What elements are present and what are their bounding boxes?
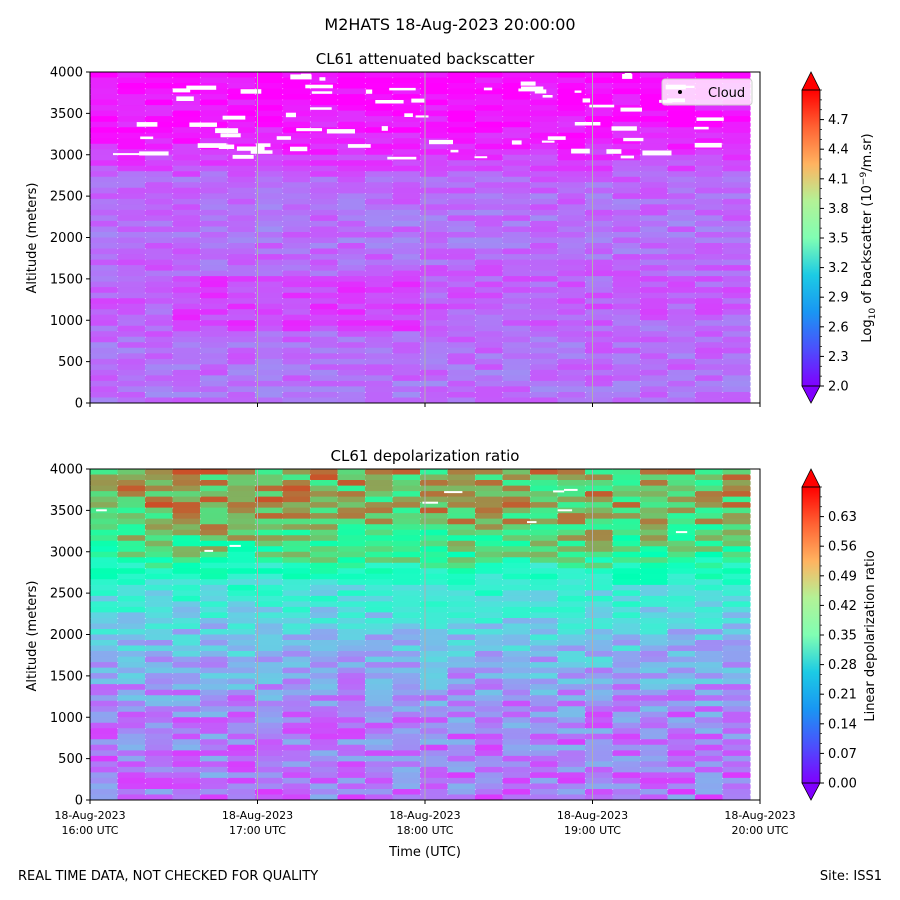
x-tick-label: 17:00 UTC bbox=[229, 824, 286, 837]
colorbar-min-extend bbox=[801, 385, 821, 404]
backscatter-title: CL61 attenuated backscatter bbox=[316, 50, 535, 68]
x-tick-label: 20:00 UTC bbox=[731, 824, 788, 837]
colorbar-tick-label: 2.0 bbox=[828, 380, 849, 395]
backscatter-x-axis bbox=[89, 403, 761, 407]
x-tick-label: 16:00 UTC bbox=[61, 824, 118, 837]
site-label: Site: ISS1 bbox=[819, 869, 882, 884]
figure-title: M2HATS 18-Aug-2023 20:00:00 bbox=[324, 15, 576, 34]
backscatter-colorbar: 2.0 2.3 2.6 2.9 3.2 3.5 3.8 4.1 4.4 4.7 Log10 of … bbox=[801, 71, 878, 404]
colorbar-tick-label: 0.49 bbox=[828, 569, 857, 584]
colorbar-tick-label: 4.7 bbox=[828, 113, 849, 128]
y-tick-label: 0 bbox=[75, 397, 83, 412]
backscatter-y-axis: 0 500 1000 1500 2000 2500 3000 3500 4000 bbox=[50, 66, 90, 412]
colorbar-tick-label: 2.6 bbox=[828, 320, 849, 335]
depolarization-ylabel: Altitude (meters) bbox=[25, 581, 40, 692]
colorbar-tick-label: 2.9 bbox=[828, 291, 849, 306]
y-tick-label: 1500 bbox=[50, 272, 83, 287]
colorbar-tick-label: 0.63 bbox=[828, 510, 857, 525]
y-tick-label: 1000 bbox=[50, 711, 83, 726]
depolarization-colorbar: 0.00 0.07 0.14 0.21 0.28 0.35 0.42 0.49 0.56 0.63… bbox=[801, 468, 878, 801]
colorbar-tick-label: 0.21 bbox=[828, 688, 857, 703]
y-tick-label: 1000 bbox=[50, 314, 83, 329]
y-tick-label: 3500 bbox=[50, 107, 83, 122]
x-tick-label: 18-Aug-2023 bbox=[222, 809, 293, 822]
colorbar-tick-label: 0.42 bbox=[828, 599, 857, 614]
legend-cloud-label: Cloud bbox=[708, 86, 745, 101]
depolarization-x-axis: 18-Aug-2023 16:00 UTC 18-Aug-2023 17:00 UTC… bbox=[54, 800, 796, 837]
colorbar-tick-label: 0.56 bbox=[828, 540, 857, 555]
x-tick-label: 19:00 UTC bbox=[564, 824, 621, 837]
x-tick-label: 18:00 UTC bbox=[396, 824, 453, 837]
depolarization-xlabel: Time (UTC) bbox=[388, 845, 461, 860]
colorbar-max-extend bbox=[801, 468, 821, 488]
colorbar-tick-label: 3.8 bbox=[828, 202, 849, 217]
y-tick-label: 3000 bbox=[50, 148, 83, 163]
backscatter-field bbox=[90, 72, 760, 403]
colorbar-tick-label: 0.07 bbox=[828, 747, 857, 762]
colorbar-tick-label: 0.28 bbox=[828, 658, 857, 673]
backscatter-legend: Cloud bbox=[661, 78, 753, 106]
x-tick-label: 18-Aug-2023 bbox=[389, 809, 460, 822]
y-tick-label: 1500 bbox=[50, 669, 83, 684]
colorbar-min-extend bbox=[801, 782, 821, 801]
y-tick-label: 500 bbox=[58, 752, 83, 767]
x-tick-label: 18-Aug-2023 bbox=[54, 809, 125, 822]
colorbar-tick-label: 2.3 bbox=[828, 350, 849, 365]
colorbar-tick-label: 3.5 bbox=[828, 232, 849, 247]
backscatter-gridlines bbox=[257, 72, 593, 403]
backscatter-colorbar-label: Log10 of backscatter (10−9/m.sr) bbox=[859, 133, 878, 342]
y-tick-label: 4000 bbox=[50, 66, 83, 81]
y-tick-label: 500 bbox=[58, 355, 83, 370]
colorbar-tick-label: 4.1 bbox=[828, 172, 849, 187]
depolarization-title: CL61 depolarization ratio bbox=[331, 447, 520, 465]
backscatter-panel: CL61 attenuated backscatter 0 500 1000 1500… bbox=[25, 50, 878, 412]
colorbar-tick-label: 4.4 bbox=[828, 143, 849, 158]
y-tick-label: 2000 bbox=[50, 628, 83, 643]
x-tick-label: 18-Aug-2023 bbox=[724, 809, 795, 822]
colorbar-tick-label: 0.35 bbox=[828, 629, 857, 644]
quality-disclaimer: REAL TIME DATA, NOT CHECKED FOR QUALITY bbox=[18, 869, 319, 884]
colorbar-max-extend bbox=[801, 71, 821, 91]
depolarization-panel: CL61 depolarization ratio 0 500 1000 1500 20… bbox=[25, 447, 878, 860]
colorbar-tick-label: 0.14 bbox=[828, 717, 857, 732]
colorbar-tick-label: 0.00 bbox=[828, 777, 857, 792]
y-tick-label: 2000 bbox=[50, 231, 83, 246]
y-tick-label: 2500 bbox=[50, 587, 83, 602]
colorbar-tick-label: 3.2 bbox=[828, 261, 849, 276]
x-tick-label: 18-Aug-2023 bbox=[557, 809, 628, 822]
y-tick-label: 4000 bbox=[50, 463, 83, 478]
y-tick-label: 2500 bbox=[50, 190, 83, 205]
legend-cloud-marker bbox=[678, 90, 682, 94]
depolarization-y-axis: 0 500 1000 1500 2000 2500 3000 3500 4000 bbox=[50, 463, 90, 809]
depolarization-colorbar-label: Linear depolarization ratio bbox=[863, 550, 878, 721]
depolarization-gridlines bbox=[257, 469, 593, 800]
y-tick-label: 3000 bbox=[50, 545, 83, 560]
y-tick-label: 3500 bbox=[50, 504, 83, 519]
backscatter-ylabel: Altitude (meters) bbox=[25, 183, 40, 294]
y-tick-label: 0 bbox=[75, 794, 83, 809]
